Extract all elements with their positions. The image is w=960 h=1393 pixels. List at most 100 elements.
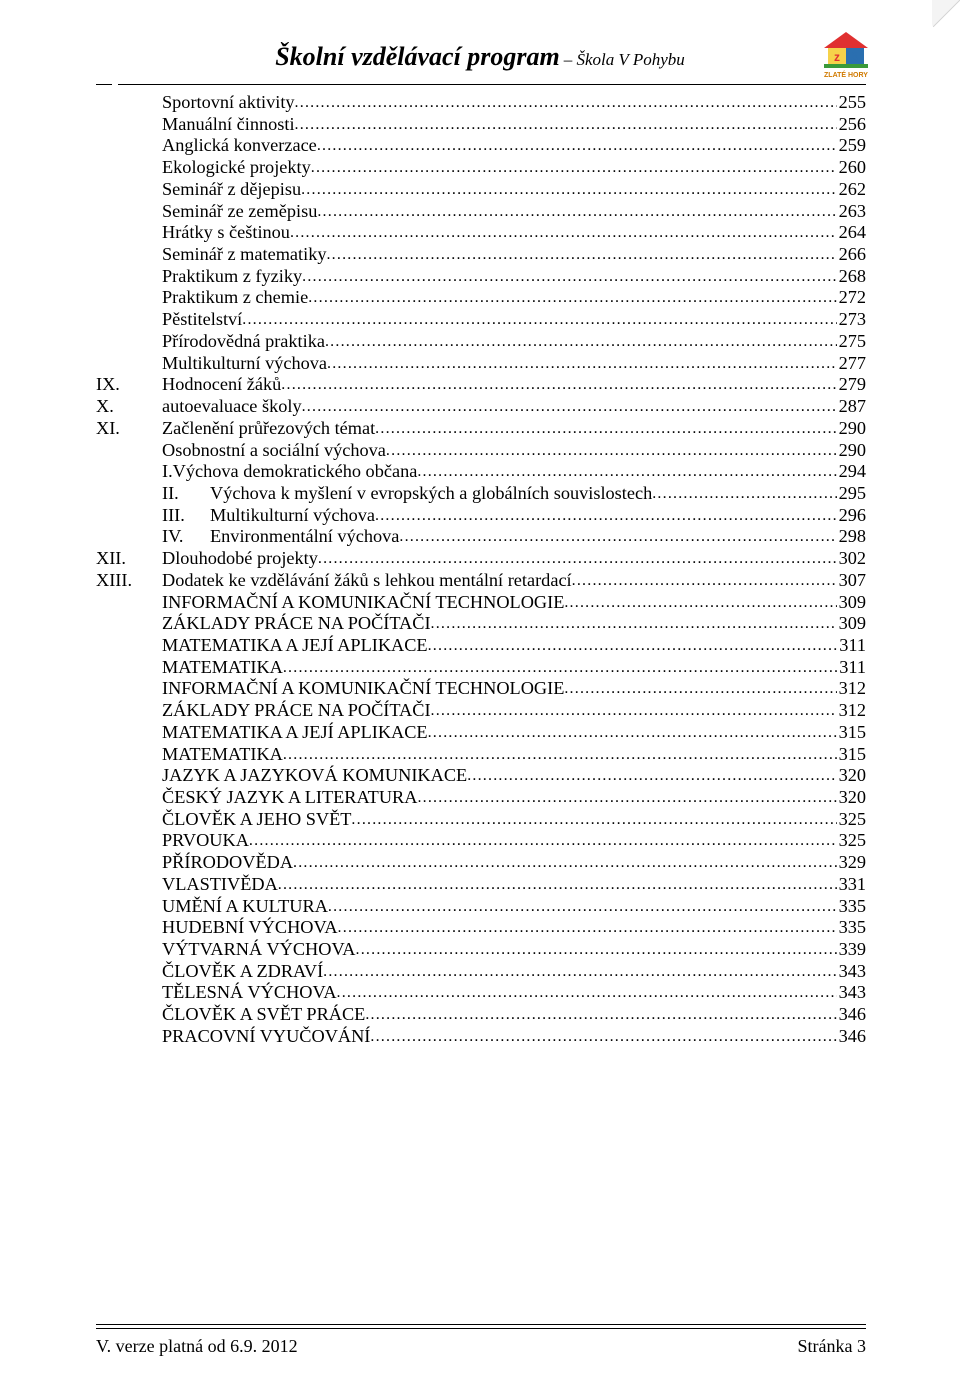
toc-label: MATEMATIKA A JEJÍ APLIKACE <box>162 722 428 743</box>
toc-page-number: 294 <box>837 461 866 482</box>
toc-label: Environmentální výchova <box>210 526 399 547</box>
toc-entry: XI.Začlenění průřezových témat 290 <box>96 418 866 440</box>
toc-label: PRACOVNÍ VYUČOVÁNÍ <box>162 1026 370 1047</box>
toc-label: ZÁKLADY PRÁCE NA POČÍTAČI <box>162 700 431 721</box>
toc-leader-dots <box>337 984 837 1003</box>
toc-page-number: 309 <box>837 592 866 613</box>
toc-leader-dots <box>338 919 837 938</box>
toc-label: autoevaluace školy <box>162 396 302 417</box>
toc-entry: MATEMATIKA 311 <box>96 657 866 679</box>
toc-leader-dots <box>431 702 837 721</box>
toc-entry: Seminář ze zeměpisu 263 <box>96 201 866 223</box>
toc-leader-dots <box>283 659 837 678</box>
toc-entry: ZÁKLADY PRÁCE NA POČÍTAČI 309 <box>96 613 866 635</box>
toc-label: ZÁKLADY PRÁCE NA POČÍTAČI <box>162 613 431 634</box>
toc-page-number: 325 <box>837 830 866 851</box>
svg-text:ZLATÉ HORY: ZLATÉ HORY <box>824 70 868 79</box>
toc-page-number: 311 <box>837 635 866 656</box>
toc-entry: JAZYK A JAZYKOVÁ KOMUNIKACE 320 <box>96 765 866 787</box>
toc-page-number: 307 <box>837 570 866 591</box>
toc-entry: Praktikum z chemie 272 <box>96 287 866 309</box>
toc-page-number: 272 <box>837 287 866 308</box>
toc-page-number: 290 <box>837 440 866 461</box>
toc-entry: I.Výchova demokratického občana 294 <box>96 461 866 483</box>
toc-leader-dots <box>249 832 837 851</box>
toc-entry: ČESKÝ JAZYK A LITERATURA 320 <box>96 787 866 809</box>
toc-page-number: 315 <box>837 722 866 743</box>
toc-leader-dots <box>317 203 836 222</box>
toc-entry: PRACOVNÍ VYUČOVÁNÍ 346 <box>96 1026 866 1048</box>
footer-page-number: Stránka 3 <box>798 1336 866 1357</box>
toc-leader-dots <box>467 767 836 786</box>
toc-page-number: 255 <box>837 92 866 113</box>
toc-entry: Osobnostní a sociální výchova 290 <box>96 440 866 462</box>
toc-sub-numeral: IV. <box>162 526 210 547</box>
toc-page-number: 325 <box>837 809 866 830</box>
toc-roman: XI. <box>96 418 162 439</box>
toc-label: Pěstitelství <box>162 309 242 330</box>
toc-label: Anglická konverzace <box>162 135 317 156</box>
toc-leader-dots <box>317 137 837 156</box>
doc-subtitle: – Škola V Pohybu <box>564 50 685 69</box>
toc-leader-dots <box>328 898 837 917</box>
toc-leader-dots <box>325 333 837 352</box>
toc-entry: Hrátky s češtinou 264 <box>96 222 866 244</box>
toc-page-number: 329 <box>837 852 866 873</box>
header-rule <box>96 84 112 85</box>
toc-label: Praktikum z fyziky <box>162 266 302 287</box>
toc-page-number: 320 <box>837 787 866 808</box>
toc-page-number: 312 <box>837 678 866 699</box>
toc-leader-dots <box>417 789 836 808</box>
toc-page-number: 343 <box>837 961 866 982</box>
toc-entry: Přírodovědná praktika 275 <box>96 331 866 353</box>
toc-leader-dots <box>428 637 838 656</box>
toc-roman: XIII. <box>96 570 162 591</box>
toc-entry: VÝTVARNÁ VÝCHOVA 339 <box>96 939 866 961</box>
toc-leader-dots <box>318 550 837 569</box>
toc-sub-numeral: III. <box>162 505 210 526</box>
toc-roman: X. <box>96 396 162 417</box>
toc-leader-dots <box>375 507 837 526</box>
toc-page-number: 343 <box>837 982 866 1003</box>
toc-label: TĚLESNÁ VÝCHOVA <box>162 982 337 1003</box>
toc-leader-dots <box>351 811 836 830</box>
toc-page-number: 262 <box>837 179 866 200</box>
toc-page-number: 298 <box>837 526 866 547</box>
toc-leader-dots <box>290 224 837 243</box>
toc-page-number: 264 <box>837 222 866 243</box>
toc-entry: XII.Dlouhodobé projekty 302 <box>96 548 866 570</box>
toc-label: HUDEBNÍ VÝCHOVA <box>162 917 338 938</box>
toc-page-number: 277 <box>837 353 866 374</box>
toc-sub-numeral: II. <box>162 483 210 504</box>
toc-page-number: 339 <box>837 939 866 960</box>
footer-version: V. verze platná od 6.9. 2012 <box>96 1336 298 1357</box>
toc-page-number: 346 <box>837 1026 866 1047</box>
toc-leader-dots <box>278 876 837 895</box>
toc-label: Osobnostní a sociální výchova <box>162 440 386 461</box>
toc-label: I.Výchova demokratického občana <box>162 461 417 482</box>
toc-entry: INFORMAČNÍ A KOMUNIKAČNÍ TECHNOLOGIE 309 <box>96 592 866 614</box>
toc-page-number: 311 <box>837 657 866 678</box>
header-rule <box>118 84 866 85</box>
toc-page-number: 279 <box>837 374 866 395</box>
svg-text:z: z <box>834 50 840 64</box>
toc-page-number: 331 <box>837 874 866 895</box>
toc-roman: XII. <box>96 548 162 569</box>
toc-entry: Seminář z matematiky 266 <box>96 244 866 266</box>
toc-page-number: 315 <box>837 744 866 765</box>
toc-page-number: 312 <box>837 700 866 721</box>
toc-entry: IV.Environmentální výchova 298 <box>96 526 866 548</box>
toc-page-number: 320 <box>837 765 866 786</box>
toc-leader-dots <box>564 594 836 613</box>
toc-leader-dots <box>283 746 837 765</box>
doc-title: Školní vzdělávací program <box>275 42 560 71</box>
toc-leader-dots <box>652 485 836 504</box>
toc-leader-dots <box>365 1006 836 1025</box>
toc-entry: MATEMATIKA 315 <box>96 744 866 766</box>
toc-label: ČLOVĚK A SVĚT PRÁCE <box>162 1004 365 1025</box>
toc-roman: IX. <box>96 374 162 395</box>
svg-text:š: š <box>851 50 858 64</box>
toc-label: Ekologické projekty <box>162 157 311 178</box>
toc-leader-dots <box>308 289 836 308</box>
toc-entry: Praktikum z fyziky 268 <box>96 266 866 288</box>
